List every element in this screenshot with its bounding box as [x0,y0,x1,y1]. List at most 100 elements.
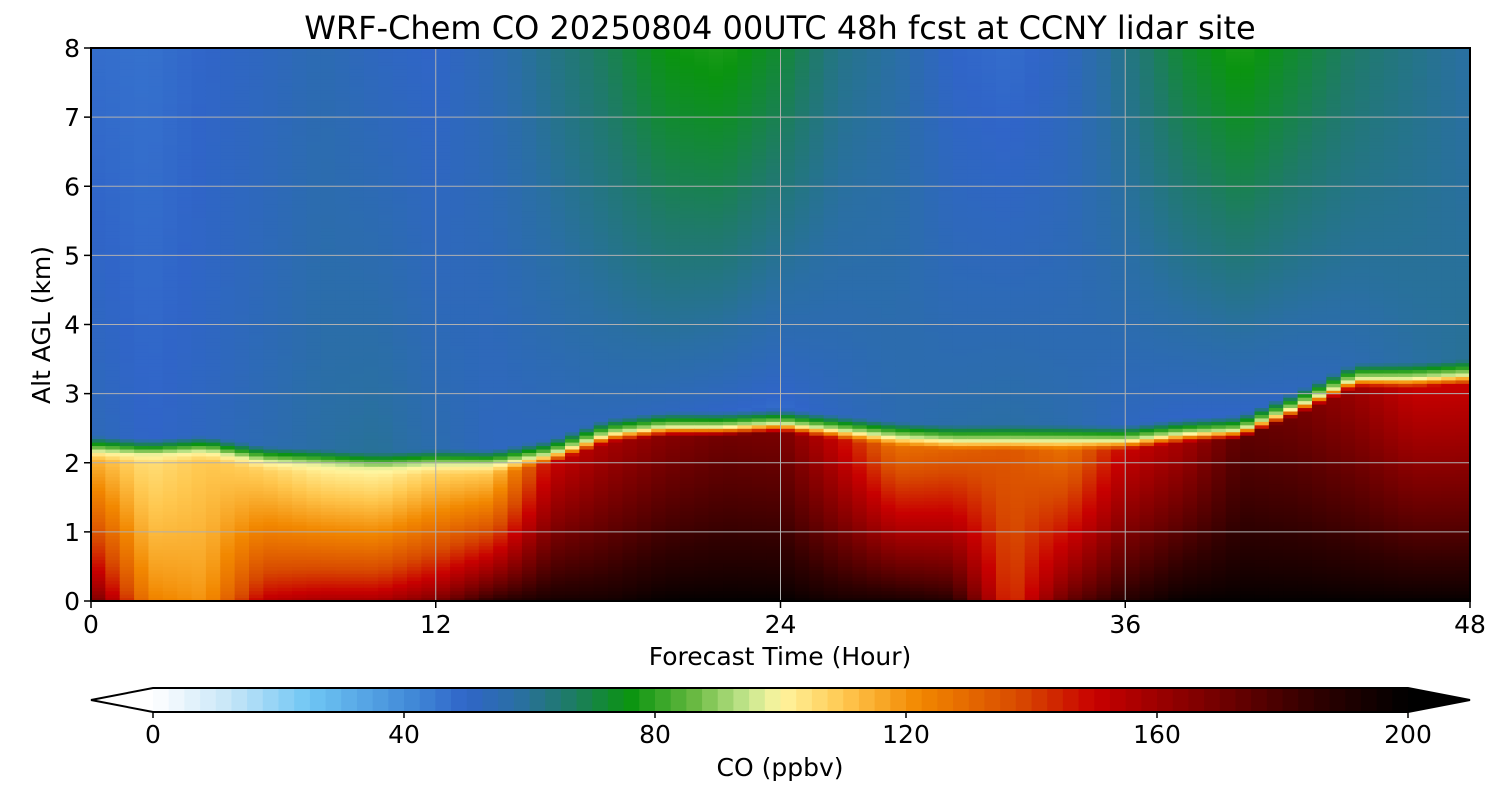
heatmap-cell [450,224,466,229]
heatmap-cell [220,362,236,367]
heatmap-cell [162,421,178,426]
heatmap-cell [234,466,250,471]
heatmap-cell [292,507,308,512]
heatmap-cell [478,65,494,70]
heatmap-cell [205,597,221,601]
heatmap-cell [464,597,480,601]
heatmap-cell [119,137,135,142]
heatmap-cell [392,448,408,453]
heatmap-cell [205,162,221,167]
heatmap-cell [521,421,537,426]
heatmap-cell [220,359,236,364]
heatmap-cell [205,334,221,339]
heatmap-cell [493,272,509,277]
heatmap-cell [378,376,394,381]
heatmap-cell [91,79,106,84]
heatmap-cell [234,200,250,205]
heatmap-cell [320,518,336,523]
heatmap-cell [435,113,451,118]
heatmap-cell [134,552,150,557]
heatmap-cell [234,293,250,298]
heatmap-cell [177,573,193,578]
heatmap-cell [119,92,135,97]
heatmap-cell [464,459,480,464]
heatmap-cell [148,213,164,218]
heatmap-cell [277,549,293,554]
heatmap-cell [263,386,279,391]
heatmap-cell [162,431,178,436]
heatmap-cell [162,442,178,447]
heatmap-cell [177,428,193,433]
heatmap-cell [349,442,365,447]
heatmap-cell [191,117,207,122]
heatmap-cell [134,556,150,561]
heatmap-cell [521,61,537,66]
heatmap-cell [148,79,164,84]
heatmap-cell [478,452,494,457]
heatmap-cell [292,400,308,405]
heatmap-cell [277,79,293,84]
heatmap-cell [148,158,164,163]
heatmap-cell [507,552,523,557]
heatmap-cell [177,317,193,322]
heatmap-cell [220,483,236,488]
heatmap-cell [119,324,135,329]
heatmap-cell [521,293,537,298]
heatmap-cell [464,397,480,402]
heatmap-cell [378,51,394,56]
heatmap-cell [363,113,379,118]
heatmap-cell [478,189,494,194]
heatmap-cell [191,594,207,599]
heatmap-cell [392,158,408,163]
heatmap-cell [162,531,178,536]
heatmap-cell [148,345,164,350]
heatmap-cell [335,410,351,415]
heatmap-cell [220,248,236,253]
heatmap-cell [220,369,236,374]
heatmap-cell [478,573,494,578]
heatmap-cell [521,393,537,398]
heatmap-cell [91,590,106,595]
heatmap-cell [435,314,451,319]
heatmap-cell [392,286,408,291]
heatmap-cell [493,75,509,80]
heatmap-cell [507,307,523,312]
heatmap-cell [363,469,379,474]
heatmap-cell [191,86,207,91]
heatmap-cell [363,576,379,581]
heatmap-cell [320,452,336,457]
heatmap-cell [249,196,264,201]
heatmap-cell [392,172,408,177]
heatmap-cell [263,196,279,201]
heatmap-cell [407,483,422,488]
heatmap-cell [392,400,408,405]
heatmap-cell [335,504,351,509]
heatmap-cell [91,124,106,129]
heatmap-cell [148,338,164,343]
heatmap-cell [507,549,523,554]
heatmap-cell [205,410,221,415]
heatmap-cell [521,469,537,474]
heatmap-cell [134,327,150,333]
heatmap-cell [450,248,466,253]
heatmap-cell [220,58,236,63]
heatmap-cell [335,75,351,80]
heatmap-cell [378,372,394,377]
heatmap-cell [134,393,150,398]
heatmap-cell [335,272,351,277]
heatmap-cell [320,224,336,229]
heatmap-cell [162,48,178,53]
heatmap-cell [464,155,480,160]
heatmap-cell [450,462,466,467]
heatmap-cell [450,124,466,129]
heatmap-cell [464,341,480,346]
heatmap-cell [306,151,322,156]
heatmap-cell [148,559,164,564]
heatmap-cell [277,573,293,578]
heatmap-cell [392,155,408,160]
heatmap-cell [177,490,193,495]
heatmap-cell [478,545,494,550]
heatmap-cell [105,113,121,118]
heatmap-cell [507,96,523,101]
heatmap-cell [91,203,106,208]
